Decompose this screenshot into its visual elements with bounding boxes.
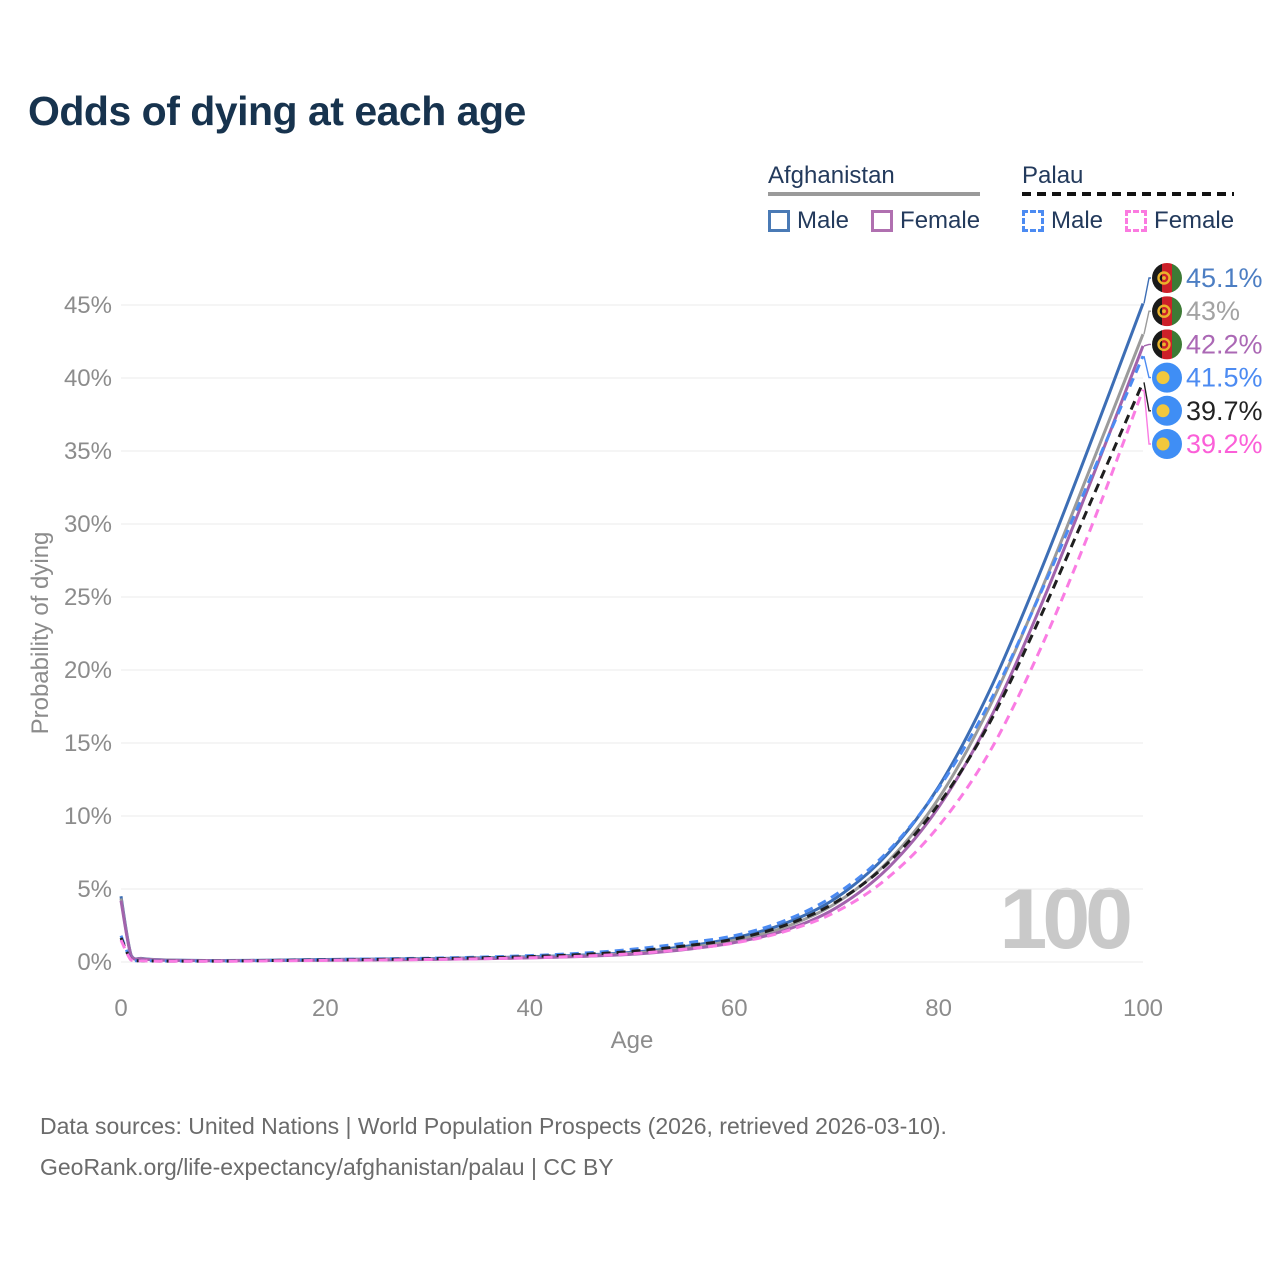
legend-group-afghanistan: Afghanistan Male Female (768, 162, 981, 235)
end-label-leader (1143, 310, 1151, 335)
y-tick-label: 5% (77, 876, 112, 903)
legend-item-label: Male (1051, 207, 1104, 234)
legend-item-palau-female[interactable]: Female (1125, 207, 1234, 235)
y-tick-label: 40% (64, 365, 112, 392)
legend-item-label: Female (900, 207, 981, 234)
data-source-text: Data sources: United Nations | World Pop… (40, 1113, 947, 1139)
afghanistan-flag-icon (1152, 263, 1182, 293)
legend-group-title: Afghanistan (768, 162, 895, 189)
y-axis-title: Probability of dying (27, 532, 54, 735)
legend-underline-solid (768, 192, 981, 196)
afghanistan-flag-icon (1152, 296, 1182, 327)
legend-item-afghanistan-male[interactable]: Male (768, 207, 849, 235)
end-label-leader (1143, 382, 1151, 412)
y-tick-label: 25% (64, 584, 112, 611)
y-tick-label: 0% (77, 949, 112, 976)
x-tick-label: 60 (721, 995, 748, 1022)
y-tick-label: 35% (64, 438, 112, 465)
legend-group-title: Palau (1022, 162, 1084, 189)
palau-flag-icon (1152, 362, 1182, 393)
series-line-afghanistan-total[interactable] (119, 333, 1145, 963)
end-label-leader (1143, 343, 1151, 347)
x-tick-label: 0 (114, 995, 127, 1022)
watermark-max-age: 100 (1000, 871, 1131, 967)
legend-item-afghanistan-female[interactable]: Female (871, 207, 980, 235)
x-tick-label: 40 (516, 995, 543, 1022)
legend-item-label: Male (797, 207, 850, 234)
palau-flag-icon (1152, 429, 1182, 459)
y-tick-label: 45% (64, 292, 112, 319)
end-label-leader (1143, 277, 1151, 304)
series-line-afghanistan-male[interactable] (119, 302, 1145, 963)
series-line-afghanistan-female[interactable] (119, 345, 1145, 963)
attribution-text: GeoRank.org/life-expectancy/afghanistan/… (40, 1154, 614, 1180)
legend-swatch-icon (871, 210, 894, 232)
chart-footer: Data sources: United Nations | World Pop… (40, 1106, 947, 1188)
afghanistan-flag-icon (1152, 329, 1182, 360)
legend-item-label: Female (1154, 207, 1235, 234)
legend-swatch-icon (768, 210, 790, 232)
legend-swatch-icon (1022, 210, 1044, 232)
end-label-value: 41.5% (1186, 363, 1263, 393)
x-tick-label: 20 (312, 995, 339, 1022)
end-label-value: 39.2% (1186, 429, 1263, 459)
end-label-value: 39.7% (1186, 396, 1263, 426)
end-label-value: 43% (1186, 296, 1240, 326)
end-label-leader (1143, 355, 1151, 379)
end-label-value: 42.2% (1186, 329, 1263, 359)
legend-item-palau-male[interactable]: Male (1022, 207, 1103, 235)
y-tick-label: 30% (64, 511, 112, 538)
series-line-palau-male[interactable] (119, 355, 1145, 963)
y-tick-label: 10% (64, 803, 112, 830)
series-line-palau-total[interactable] (119, 381, 1145, 963)
legend-swatch-icon (1125, 210, 1148, 232)
end-label-value: 45.1% (1186, 263, 1263, 293)
y-tick-label: 20% (64, 657, 112, 684)
legend-group-palau: Palau Male Female (1022, 162, 1235, 235)
x-tick-label: 80 (925, 995, 952, 1022)
page-title: Odds of dying at each age (28, 88, 526, 134)
series-line-palau-female[interactable] (119, 389, 1145, 963)
x-axis-title: Age (611, 1027, 654, 1054)
x-tick-label: 100 (1123, 995, 1163, 1022)
legend-underline-dashed (1022, 192, 1235, 196)
y-tick-label: 15% (64, 730, 112, 757)
palau-flag-icon (1152, 395, 1182, 426)
end-label-leader (1143, 389, 1151, 445)
chart-canvas: 100 0% 5% 10% 15% 20% 25% 30% 35% 40% 45% 0 20 40 60 80… (27, 263, 1263, 1054)
